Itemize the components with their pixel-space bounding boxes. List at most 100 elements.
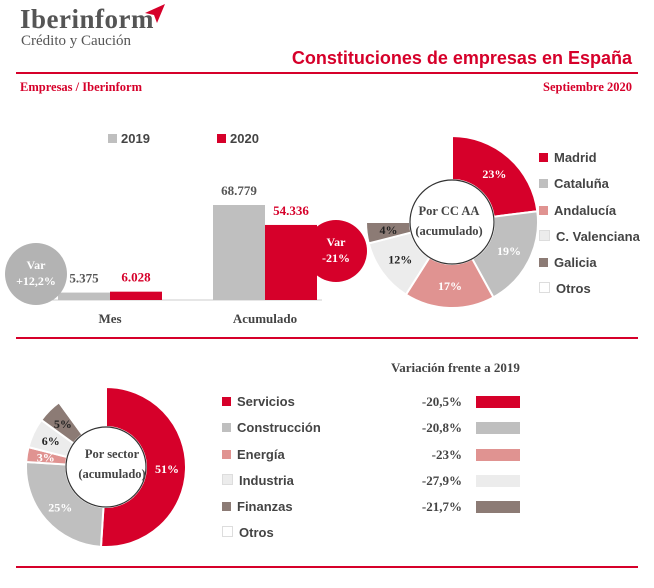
legend-label: Otros [239, 525, 274, 541]
variation-value: -27,9% [421, 472, 462, 488]
bar-value-label: 54.336 [273, 203, 309, 218]
date-label: Septiembre 2020 [543, 80, 632, 94]
legend-label: Galicia [554, 255, 597, 271]
logo-text: Iberinform [20, 4, 154, 34]
bar-value-label: 6.028 [121, 270, 151, 285]
donut-ccaa-center-line2: (acumulado) [415, 224, 482, 238]
slice-value-label: 3% [37, 450, 55, 464]
legend-item: C. Valenciana [539, 224, 640, 250]
donut-sector-center-line2: (acumulado) [78, 467, 145, 481]
variation-value: -20,8% [421, 420, 462, 436]
legend-item: Otros [222, 520, 321, 546]
legend-swatch [539, 229, 550, 241]
legend-swatch [217, 134, 226, 143]
variation-value: -20,5% [421, 394, 462, 409]
slice-value-label: 23% [482, 167, 506, 181]
legend-item: Energía [222, 442, 321, 468]
legend-swatch [539, 153, 548, 162]
legend-item: Andalucía [539, 198, 640, 224]
legend-item: Cataluña [539, 171, 640, 197]
logo-mark-icon [145, 4, 165, 23]
legend-item: Construcción [222, 415, 321, 441]
legend-label: Cataluña [554, 176, 609, 192]
logo-subtitle: Crédito y Caución [21, 33, 131, 49]
var-badges: Var +12,2% Var -21% [5, 220, 367, 305]
var-mes-value: +12,2% [16, 274, 56, 288]
header-divider [16, 72, 638, 74]
legend-swatch [222, 526, 233, 538]
legend-label: Servicios [237, 394, 295, 409]
page-title: Constituciones de empresas en España [291, 48, 632, 68]
variation-bar [476, 422, 520, 435]
variation-bar [476, 448, 520, 461]
section-divider [16, 337, 638, 339]
legend-swatch [539, 205, 548, 215]
variation-row: -20,8% [380, 415, 520, 441]
slice-value-label: 12% [388, 253, 412, 267]
variation-bar [476, 501, 520, 514]
bar-chart: 5.375 6.028 Mes 68.779 54.336 Acumulado [48, 183, 322, 326]
donut-sector-center-line1: Por sector [85, 447, 140, 461]
legend-item: Madrid [539, 145, 640, 171]
legend-item: Industria [222, 468, 321, 494]
slice-value-label: 4% [380, 223, 398, 237]
donut-center [409, 179, 495, 265]
legend-swatch [108, 134, 117, 143]
slice-value-label: 25% [48, 500, 72, 514]
legend-label: Finanzas [237, 499, 293, 515]
legend-item: Servicios [222, 389, 321, 415]
bar-mes-2020 [110, 291, 162, 300]
variation-bar [476, 396, 520, 409]
source-label: Empresas / Iberinform [20, 80, 142, 94]
legend-label: Otros [556, 281, 591, 297]
slice-value-label: 51% [155, 462, 179, 476]
legend-ccaa: Madrid Cataluña Andalucía C. Valenciana Gali… [539, 145, 640, 303]
variation-list: -20,5% -20,8% -23% -27,9% -21,7% [380, 389, 520, 520]
bar-value-label: 5.375 [69, 271, 99, 286]
var-acum-value: -21% [322, 251, 350, 265]
variation-row: -20,5% [380, 389, 520, 415]
slice-value-label: 17% [438, 279, 462, 293]
variation-row: -27,9% [380, 468, 520, 494]
legend-swatch [222, 449, 231, 459]
slice-value-label: 19% [497, 244, 521, 258]
x-tick-label: Mes [98, 311, 121, 326]
legend-label: Construcción [237, 420, 321, 436]
x-tick-label: Acumulado [233, 311, 297, 326]
var-acum-badge [305, 220, 367, 282]
legend-item: Finanzas [222, 494, 321, 520]
variation-row: -23% [380, 442, 520, 468]
var-mes-badge [5, 243, 67, 305]
slice-value-label: 6% [42, 434, 60, 448]
donut-ccaa-center-line1: Por CC AA [419, 204, 480, 218]
legend-swatch [539, 179, 548, 189]
variation-value: -23% [431, 446, 462, 462]
donut-ccaa: 23% 19% 17% 12% 4% Por CC AA (acumulado) [364, 134, 539, 309]
legend-item: Otros [539, 276, 640, 302]
legend-swatch [222, 502, 231, 512]
legend-item: Galicia [539, 250, 640, 276]
variation-bar [476, 475, 520, 488]
footer-divider [16, 566, 638, 568]
bar-acumulado-2019 [213, 205, 265, 300]
legend-swatch [539, 282, 550, 294]
legend-swatch [222, 423, 231, 433]
legend-sector: Servicios Construcción Energía Industria Fin… [222, 389, 321, 547]
legend-label: Andalucía [554, 202, 617, 218]
variation-value: -21,7% [421, 499, 462, 515]
legend-swatch [222, 473, 233, 485]
var-mes-label: Var [27, 258, 47, 272]
legend-swatch [539, 258, 548, 268]
legend-label: Madrid [554, 150, 597, 165]
slice-value-label: 5% [54, 417, 72, 431]
legend-2019: 2019 [108, 130, 150, 148]
legend-swatch [222, 397, 231, 406]
legend-label: Industria [239, 472, 294, 488]
donut-center [65, 426, 147, 508]
variation-title: Variación frente a 2019 [391, 360, 520, 375]
bar-value-label: 68.779 [221, 183, 257, 198]
legend-2020: 2020 [217, 130, 259, 148]
legend-label: Energía [237, 446, 285, 462]
legend-label: C. Valenciana [556, 228, 640, 244]
